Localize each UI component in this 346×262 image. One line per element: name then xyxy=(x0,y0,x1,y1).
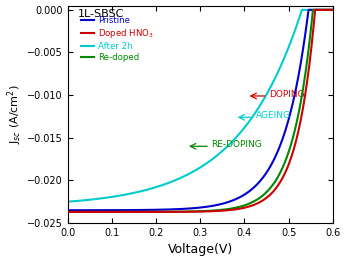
Y-axis label: J$_{sc}$ (A/cm$^2$): J$_{sc}$ (A/cm$^2$) xyxy=(6,85,24,144)
Text: AGEING: AGEING xyxy=(255,111,291,120)
Text: DOPING: DOPING xyxy=(269,90,304,99)
Text: 1L-SBSC: 1L-SBSC xyxy=(78,9,125,19)
Text: RE-DOPING: RE-DOPING xyxy=(211,140,262,149)
Legend: Pristine, Doped HNO$_3$, After 2h, Re-doped: Pristine, Doped HNO$_3$, After 2h, Re-do… xyxy=(77,12,157,66)
X-axis label: Voltage(V): Voltage(V) xyxy=(167,243,233,256)
